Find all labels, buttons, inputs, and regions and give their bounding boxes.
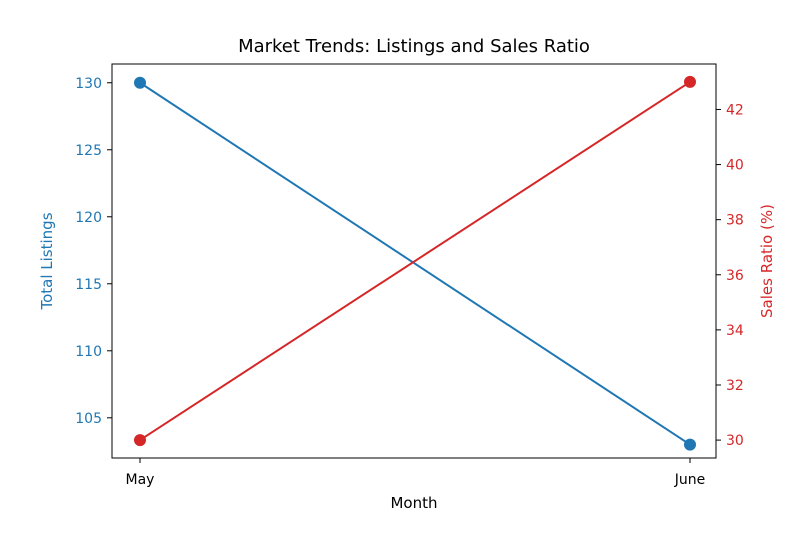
right-y-tick-label: 32 <box>726 378 744 394</box>
right-y-tick-label: 34 <box>726 323 744 339</box>
right-y-tick-label: 38 <box>726 213 744 229</box>
left-y-tick-label: 125 <box>75 143 102 159</box>
x-axis-label: Month <box>390 494 437 512</box>
right-y-tick-label: 30 <box>726 433 744 449</box>
left-y-tick-label: 115 <box>75 277 102 293</box>
right-y-tick-label: 42 <box>726 102 744 118</box>
series-line-right <box>139 81 691 441</box>
x-tick-label: June <box>674 472 706 488</box>
series-line-left <box>139 81 691 446</box>
chart-title: Market Trends: Listings and Sales Ratio <box>238 36 590 57</box>
left-axis-label: Total Listings <box>38 212 56 310</box>
plot-area <box>111 63 717 459</box>
data-point-right-may <box>134 434 146 447</box>
left-y-tick-label: 130 <box>75 76 102 92</box>
right-axis-label: Sales Ratio (%) <box>758 204 776 318</box>
left-y-tick-label: 120 <box>75 210 102 226</box>
left-y-tick-label: 105 <box>75 411 102 427</box>
right-y-tick-label: 40 <box>726 158 744 174</box>
left-y-tick-label: 110 <box>75 344 102 360</box>
data-point-left-june <box>684 438 696 451</box>
x-tick-label: May <box>126 472 155 488</box>
data-point-right-june <box>684 75 696 88</box>
data-point-left-may <box>134 76 146 89</box>
right-y-tick-label: 36 <box>726 268 744 284</box>
